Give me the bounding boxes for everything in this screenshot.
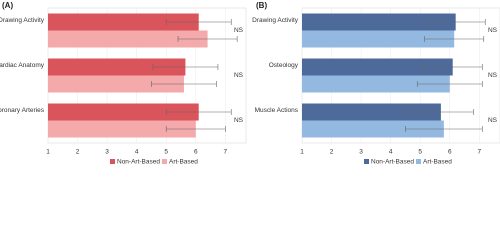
x-tick-label: 2	[330, 149, 334, 156]
x-tick-label: 4	[135, 149, 139, 156]
legend-label: Art-Based	[169, 159, 198, 166]
x-tick-label: 5	[164, 149, 168, 156]
annotation: NS	[234, 27, 244, 34]
annotation: NS	[488, 27, 498, 34]
legend-swatch	[110, 159, 115, 164]
panel-title: (B)	[256, 1, 267, 10]
legend-swatch	[416, 159, 421, 164]
x-tick-label: 7	[478, 149, 482, 156]
bar	[48, 103, 199, 121]
bar	[48, 30, 208, 48]
x-tick-label: 2	[76, 149, 80, 156]
bar	[48, 58, 186, 76]
bar	[302, 75, 450, 93]
annotation: NS	[234, 117, 244, 124]
category-label: Coronary Arteries	[0, 107, 45, 114]
annotation: NS	[488, 72, 498, 79]
bar	[302, 103, 441, 121]
x-tick-label: 1	[46, 149, 50, 156]
legend-label: Non-Art-Based	[117, 159, 160, 166]
bar	[302, 58, 453, 76]
bar	[48, 120, 196, 138]
x-tick-label: 4	[389, 149, 393, 156]
legend-swatch	[364, 159, 369, 164]
bar	[302, 120, 444, 138]
x-tick-label: 1	[300, 149, 304, 156]
category-label: Osteology	[269, 62, 299, 69]
figure: (A) 1 2 3 4 5 6 7 Drawing Activity NS Cardiac Anat…	[0, 1, 500, 166]
category-label: Drawing Activity	[0, 17, 45, 24]
x-tick-label: 6	[448, 149, 452, 156]
legend-label: Non-Art-Based	[371, 159, 414, 166]
legend-swatch	[162, 159, 167, 164]
x-tick-label: 7	[224, 149, 228, 156]
bar	[302, 13, 456, 31]
x-tick-label: 6	[194, 149, 198, 156]
category-label: Muscle Actions	[255, 107, 299, 114]
annotation: NS	[488, 117, 498, 124]
legend-label: Art-Based	[423, 159, 452, 166]
bar	[48, 75, 184, 93]
category-label: Cardiac Anatomy	[0, 62, 45, 69]
bar	[48, 13, 199, 31]
x-tick-label: 5	[418, 149, 422, 156]
x-tick-label: 3	[105, 149, 109, 156]
annotation: NS	[234, 72, 244, 79]
bar	[302, 30, 455, 48]
panel-title: (A)	[2, 1, 13, 10]
x-tick-label: 3	[359, 149, 363, 156]
category-label: Drawing Activity	[252, 17, 299, 24]
